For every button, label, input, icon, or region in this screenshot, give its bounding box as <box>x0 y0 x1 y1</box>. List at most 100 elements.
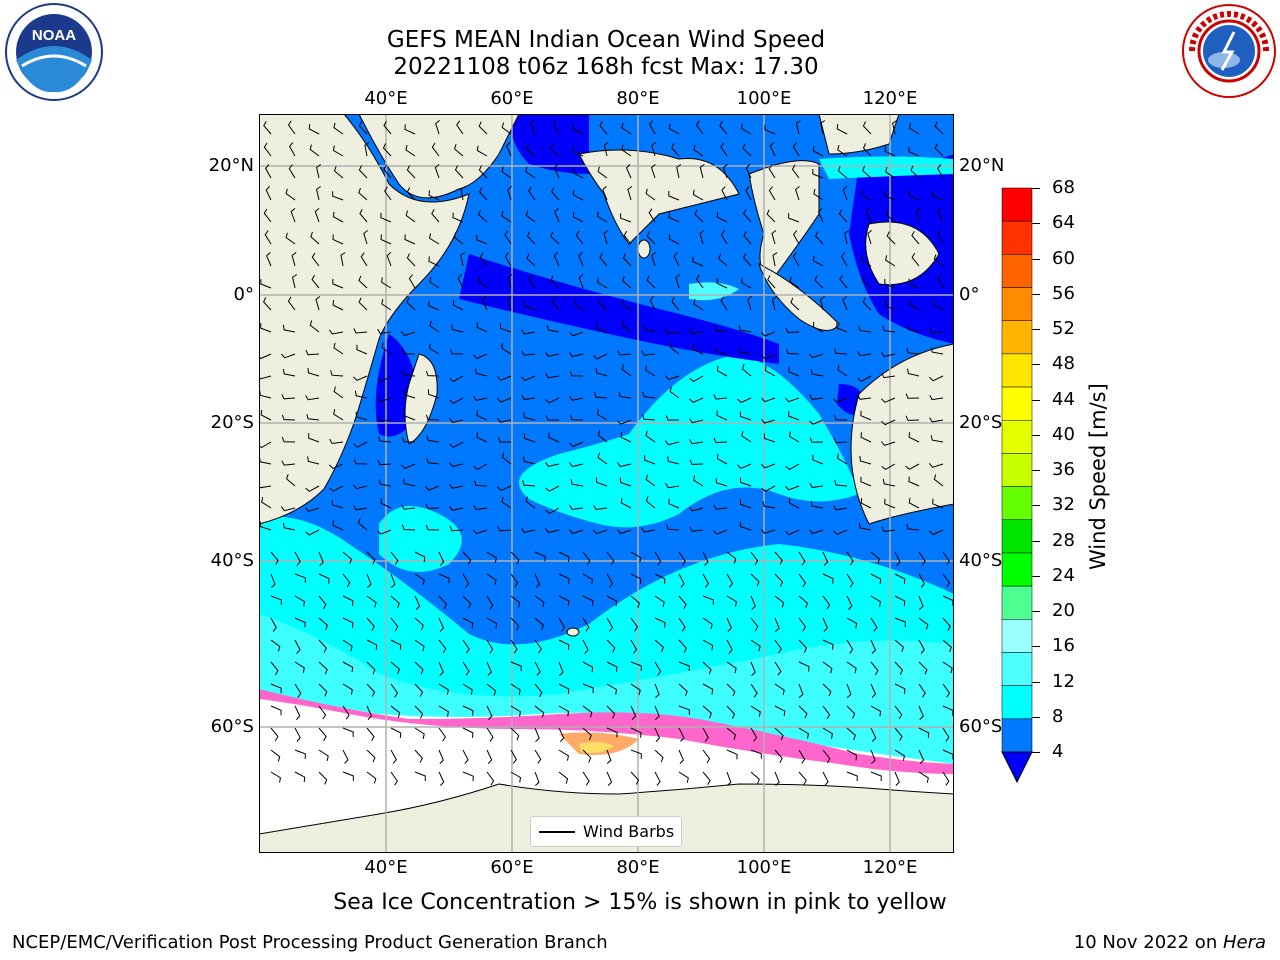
wind-barb <box>726 551 737 564</box>
wind-barb <box>918 771 929 783</box>
noaa-logo: NOAA <box>2 2 106 106</box>
colorbar-bin <box>1001 718 1033 753</box>
colorbar-tick-mark <box>1032 434 1040 436</box>
wind-barb <box>822 573 834 584</box>
wind-barb <box>406 297 416 311</box>
wind-barb <box>842 296 848 311</box>
wind-barb <box>743 230 752 245</box>
wind-barb <box>402 370 416 377</box>
wind-barb <box>918 617 929 630</box>
wind-barb <box>862 143 872 157</box>
colorbar-bin <box>1001 652 1033 686</box>
wind-barb <box>401 463 416 469</box>
colorbar-tick-label: 8 <box>1052 705 1064 727</box>
colorbar-tick-mark <box>1032 646 1040 648</box>
wind-barb <box>342 573 351 588</box>
wind-barb <box>654 749 664 763</box>
wind-barb <box>307 456 320 465</box>
wind-barb <box>870 639 876 654</box>
wind-barb <box>401 504 416 510</box>
wind-barb <box>743 209 752 223</box>
wind-barb <box>822 595 831 610</box>
wind-barb <box>740 277 752 289</box>
wind-barb <box>545 373 560 379</box>
wind-barb <box>260 279 272 289</box>
map-legend: Wind Barbs <box>530 816 682 847</box>
wind-barb <box>318 661 328 675</box>
wind-barb <box>619 477 632 487</box>
wind-barb <box>384 186 392 201</box>
lon-tick-bottom: 120°E <box>862 857 918 878</box>
wind-barb <box>702 617 713 630</box>
wind-barb <box>774 683 785 696</box>
colorbar-label: Wind Speed [m/s] <box>1086 383 1110 570</box>
wind-barb <box>702 771 711 786</box>
wind-barb <box>497 375 512 381</box>
wind-barb <box>259 521 272 531</box>
sea-ice-note: Sea Ice Concentration > 15% is shown in … <box>333 890 947 915</box>
wind-barb <box>934 121 944 135</box>
wind-barb <box>558 705 570 717</box>
wind-barb <box>573 298 584 311</box>
lon-tick-top: 80°E <box>616 88 660 109</box>
wind-barb <box>551 187 560 201</box>
colorbar-tick-label: 68 <box>1052 177 1075 198</box>
wind-barb <box>305 395 320 401</box>
wind-barbs <box>259 120 954 786</box>
wind-barb <box>462 595 472 609</box>
wind-barb <box>834 480 848 487</box>
land-australia <box>850 343 954 525</box>
wind-barb <box>881 419 896 426</box>
wind-barb <box>664 440 680 446</box>
wind-barb <box>932 498 944 509</box>
wind-barb <box>881 372 896 379</box>
colorbar-bin <box>1001 320 1033 355</box>
map-subtitle-run: 20221108 t06z 168h fcst Max: 17.30 <box>393 54 819 80</box>
wind-barb <box>918 705 924 720</box>
wind-barb <box>428 389 440 399</box>
wind-barb <box>870 551 880 564</box>
wind-barb <box>318 639 327 653</box>
wind-barb <box>918 595 924 610</box>
wind-barb <box>809 482 824 488</box>
wind-barb <box>501 452 512 465</box>
wind-barb <box>294 749 306 759</box>
wind-barb <box>721 186 728 201</box>
wind-barb <box>630 573 642 584</box>
wind-barb <box>360 252 368 267</box>
wind-barb <box>905 393 920 399</box>
wind-barb <box>720 230 728 245</box>
wind-barb <box>894 595 906 607</box>
wind-barb <box>486 639 494 654</box>
wind-barb <box>438 551 445 566</box>
wind-barb <box>942 771 950 786</box>
land-sumatra <box>758 263 840 331</box>
wind-barb <box>689 439 704 445</box>
wind-barb <box>742 143 752 157</box>
wind-barb <box>486 551 497 563</box>
wind-barb <box>390 551 399 566</box>
wind-barb <box>357 518 368 531</box>
wind-barb <box>716 278 728 289</box>
wind-barb <box>846 771 858 781</box>
wind-barb <box>558 639 570 650</box>
wind-barb <box>593 529 608 535</box>
wind-barb <box>510 749 518 764</box>
wind-barb <box>915 207 921 223</box>
wind-barb <box>750 661 756 676</box>
wind-barb <box>462 727 474 738</box>
wind-barb <box>739 499 752 509</box>
wind-barb <box>702 639 714 651</box>
wind-barb <box>822 661 833 674</box>
wind-barb <box>937 208 944 223</box>
wind-barb <box>380 498 392 509</box>
calm-equatorial-band <box>459 254 779 364</box>
wind-barb <box>390 639 402 651</box>
wind-barb <box>761 331 776 337</box>
wind-barb <box>558 771 569 784</box>
wind-barb <box>886 231 896 245</box>
colorbar-bin <box>1001 619 1033 653</box>
wind-barb <box>414 749 423 763</box>
wind-barb <box>318 749 329 761</box>
wind-barb <box>918 573 926 588</box>
